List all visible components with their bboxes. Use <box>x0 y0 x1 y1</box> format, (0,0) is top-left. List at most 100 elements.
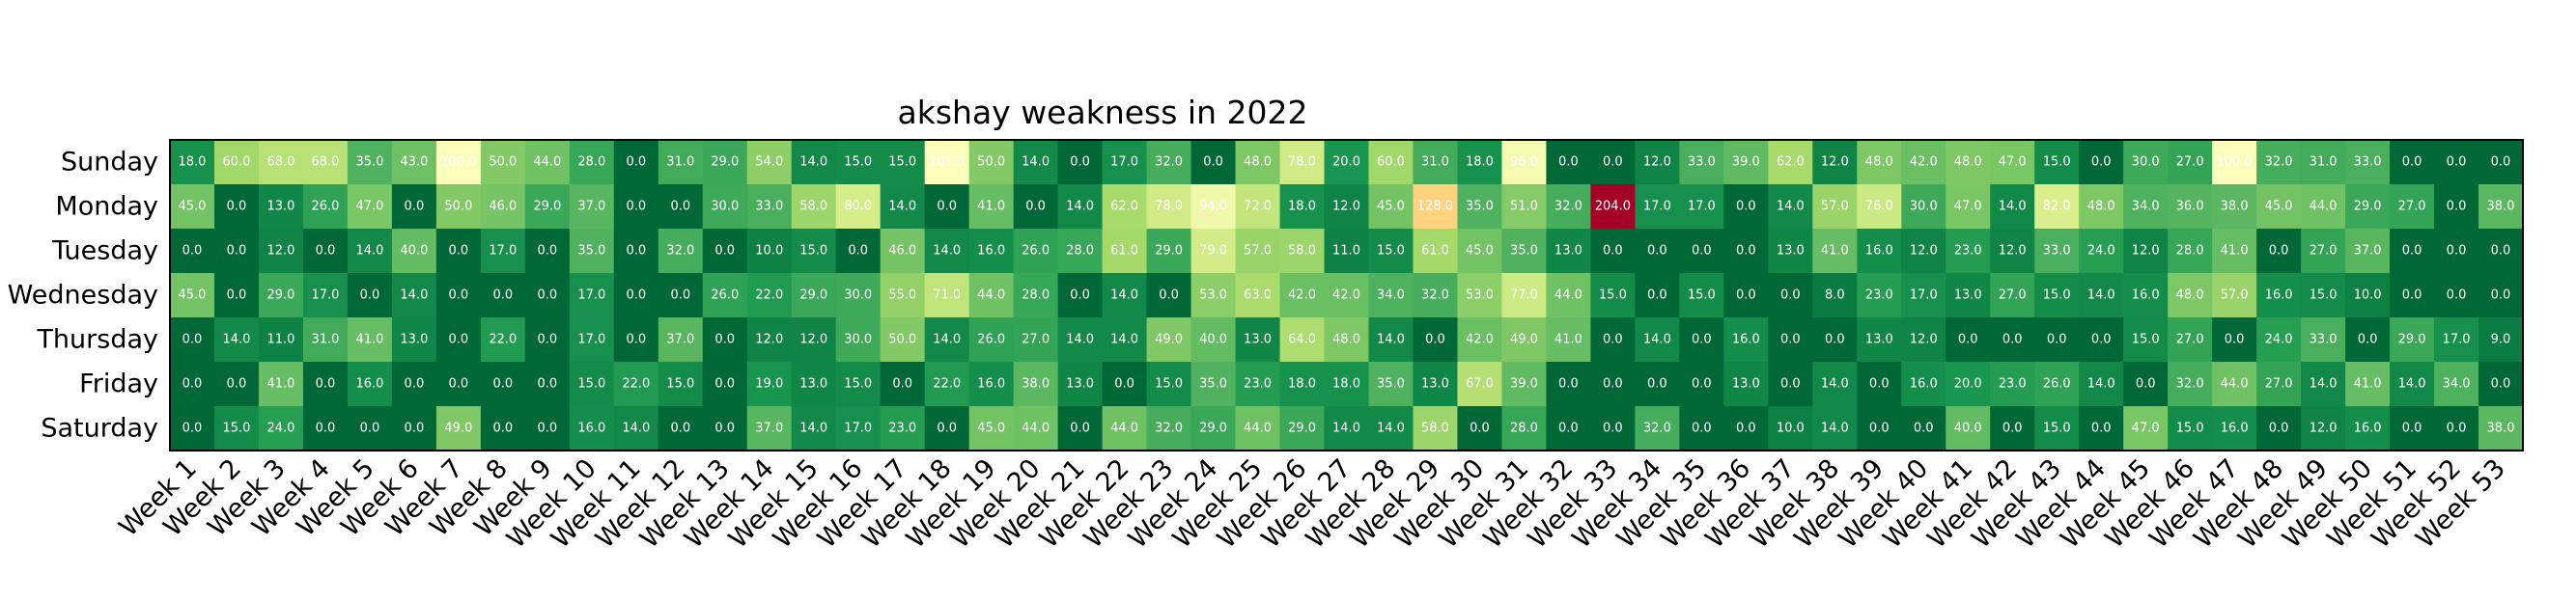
cell-value-label: 62.0 <box>1110 200 1138 214</box>
heatmap-cell <box>1102 362 1148 407</box>
heatmap-cell <box>1013 184 1059 230</box>
cell-value-label: 15.0 <box>2176 422 2204 436</box>
cell-value-label: 12.0 <box>799 333 827 347</box>
cell-value-label: 0.0 <box>1603 244 1623 259</box>
heatmap-cell <box>1679 184 1724 230</box>
cell-value-label: 55.0 <box>888 288 916 303</box>
cell-value-label: 33.0 <box>1688 155 1716 170</box>
cell-value-label: 79.0 <box>1199 244 1227 259</box>
cell-value-label: 33.0 <box>2354 155 2382 170</box>
heatmap-cell <box>1590 184 1636 230</box>
cell-value-label: 14.0 <box>355 244 383 259</box>
heatmap-cell <box>435 273 482 318</box>
cell-value-label: 10.0 <box>755 244 783 259</box>
heatmap-cell <box>1146 140 1192 185</box>
heatmap-cell <box>1546 140 1591 185</box>
heatmap-cell <box>170 184 215 230</box>
cell-value-label: 80.0 <box>844 200 872 214</box>
heatmap-cell <box>1546 362 1591 407</box>
cell-value-label: 41.0 <box>266 377 294 392</box>
cell-value-label: 0.0 <box>2002 333 2023 347</box>
heatmap-cell <box>2301 406 2346 452</box>
heatmap-cell <box>1279 317 1326 363</box>
heatmap-cell <box>1723 317 1769 363</box>
cell-value-label: 42.0 <box>1466 333 1494 347</box>
cell-value-label: 0.0 <box>1692 377 1712 392</box>
heatmap-cell <box>213 140 260 185</box>
heatmap-cell <box>213 184 260 230</box>
cell-value-label: 0.0 <box>714 333 735 347</box>
cell-value-label: 15.0 <box>666 377 694 392</box>
heatmap-cell <box>2390 406 2435 452</box>
cell-value-label: 0.0 <box>2402 422 2422 436</box>
heatmap-cell <box>391 140 437 185</box>
cell-value-label: 31.0 <box>1421 155 1449 170</box>
heatmap-cell <box>2256 184 2302 230</box>
heatmap-cell <box>658 140 704 185</box>
heatmap-cell <box>2390 229 2435 274</box>
heatmap-cell <box>2079 140 2124 185</box>
cell-value-label: 0.0 <box>1692 244 1712 259</box>
heatmap-cell <box>2212 362 2257 407</box>
heatmap-cell <box>1190 229 1237 274</box>
cell-value-label: 0.0 <box>1736 288 1756 303</box>
cell-value-label: 0.0 <box>493 377 514 392</box>
heatmap-cell <box>1679 362 1724 407</box>
heatmap-cell <box>435 229 482 274</box>
cell-value-label: 22.0 <box>933 377 961 392</box>
heatmap-cell <box>1501 273 1548 318</box>
heatmap-cell <box>1990 362 2035 407</box>
heatmap-cell <box>2434 184 2479 230</box>
cell-value-label: 17.0 <box>1910 288 1938 303</box>
heatmap-cell <box>1901 317 1946 363</box>
cell-value-label: 13.0 <box>1244 333 1272 347</box>
cell-value-label: 0.0 <box>1647 288 1667 303</box>
cell-value-label: 16.0 <box>2221 422 2249 436</box>
cell-value-label: 35.0 <box>1510 244 1538 259</box>
cell-value-label: 37.0 <box>577 200 605 214</box>
heatmap-cell <box>1723 406 1769 452</box>
cell-value-label: 53.0 <box>1466 288 1494 303</box>
heatmap-cell <box>1013 273 1059 318</box>
cell-value-label: 58.0 <box>1421 422 1449 436</box>
cell-value-label: 0.0 <box>2491 244 2511 259</box>
heatmap-cell <box>1679 317 1724 363</box>
heatmap-cell <box>1857 229 1902 274</box>
cell-value-label: 0.0 <box>405 422 425 436</box>
heatmap-cell <box>1857 140 1902 185</box>
heatmap-cell <box>569 273 615 318</box>
heatmap-cell <box>480 184 526 230</box>
heatmap-cell <box>2390 273 2435 318</box>
heatmap-cell <box>347 406 393 452</box>
heatmap-cell <box>791 184 837 230</box>
heatmap-cell <box>302 406 349 452</box>
cell-value-label: 54.0 <box>755 155 783 170</box>
heatmap-cell <box>347 184 393 230</box>
heatmap-cell <box>302 140 349 185</box>
cell-value-label: 0.0 <box>316 422 336 436</box>
cell-value-label: 0.0 <box>449 288 469 303</box>
heatmap-cell <box>2345 140 2391 185</box>
heatmap-cell <box>524 362 571 407</box>
cell-value-label: 0.0 <box>714 377 735 392</box>
heatmap-cell <box>2301 184 2346 230</box>
heatmap-cell <box>2478 406 2524 452</box>
cell-value-label: 0.0 <box>2447 155 2467 170</box>
heatmap-cell <box>1324 406 1370 452</box>
cell-value-label: 0.0 <box>227 377 247 392</box>
heatmap-cell <box>524 317 571 363</box>
cell-value-label: 37.0 <box>755 422 783 436</box>
row-label: Sunday <box>61 148 158 178</box>
cell-value-label: 14.0 <box>1022 155 1050 170</box>
cell-value-label: 13.0 <box>1865 333 1893 347</box>
cell-value-label: 0.0 <box>1736 422 1756 436</box>
row-labels: Sunday Monday Tuesday Wednesday Thursday Frid… <box>8 148 158 444</box>
cell-value-label: 0.0 <box>1603 422 1623 436</box>
heatmap-cell <box>2256 362 2302 407</box>
heatmap-cell <box>524 406 571 452</box>
cell-value-label: 26.0 <box>311 200 339 214</box>
cell-value-label: 0.0 <box>1780 333 1801 347</box>
heatmap-cell <box>2123 317 2169 363</box>
heatmap-cell <box>1635 140 1680 185</box>
heatmap-cell <box>2301 317 2346 363</box>
